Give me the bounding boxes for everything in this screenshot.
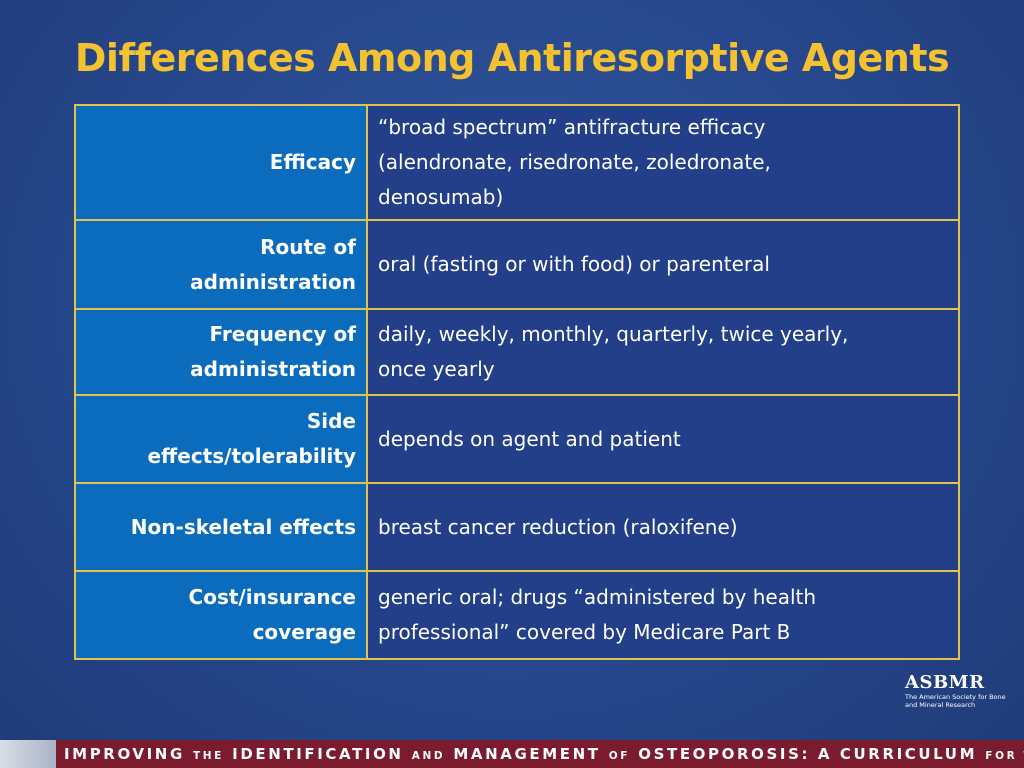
table-row: Route of administration oral (fasting or w… [74, 219, 960, 310]
footer-word: FOR THE [985, 750, 1024, 762]
footer-word: OF [608, 750, 631, 762]
comparison-table: Efficacy “broad spectrum” antifracture ef… [74, 104, 960, 660]
row-label: Non-skeletal effects [74, 482, 368, 572]
table-row: Non-skeletal effects breast cancer reduct… [74, 482, 960, 572]
logo-name: ASBMR [905, 672, 985, 693]
label-line: Route of [260, 234, 356, 259]
row-label: Route of administration [74, 219, 368, 310]
table-row: Side effects/tolerability depends on agent… [74, 394, 960, 484]
description-line: daily, weekly, monthly, quarterly, twice… [378, 322, 849, 346]
label-line: Side [306, 409, 356, 433]
footer-image [0, 740, 56, 768]
label-line: coverage [252, 620, 356, 644]
logo-subtitle: The American Society for Bone and Minera… [905, 693, 1006, 709]
table-row: Cost/insurance coverage generic oral; drug… [74, 570, 960, 660]
row-label: Side effects/tolerability [74, 394, 368, 484]
row-label: Cost/insurance coverage [74, 570, 368, 660]
description-line: “broad spectrum” antifracture efficacy [378, 115, 766, 139]
description-line: breast cancer reduction (raloxifene) [378, 514, 738, 539]
row-label: Efficacy [74, 104, 368, 221]
row-description: “broad spectrum” antifracture efficacy (a… [366, 104, 960, 221]
footer-word: IDENTIFICATION [232, 745, 404, 763]
footer-word: THE [193, 750, 224, 762]
description-line: professional” covered by Medicare Part B [378, 620, 791, 644]
row-description: oral (fasting or with food) or parentera… [366, 219, 960, 310]
footer-word: MANAGEMENT [453, 745, 601, 763]
footer-word: OSTEOPOROSIS: A CURRICULUM [638, 745, 978, 763]
description-line: denosumab) [378, 185, 504, 209]
row-description: depends on agent and patient [366, 394, 960, 484]
label-line: Efficacy [269, 150, 356, 174]
table-body: Efficacy “broad spectrum” antifracture ef… [74, 104, 960, 660]
description-line: (alendronate, risedronate, zoledronate, [378, 150, 771, 174]
table-row: Frequency of administration daily, weekly,… [74, 308, 960, 396]
label-line: Non-skeletal effects [130, 514, 356, 539]
row-description: breast cancer reduction (raloxifene) [366, 482, 960, 572]
description-line: once yearly [378, 357, 495, 381]
table-row: Efficacy “broad spectrum” antifracture ef… [74, 104, 960, 221]
footer-word: AND [411, 750, 446, 762]
footer-word: IMPROVING [64, 745, 185, 763]
label-line: administration [190, 269, 356, 294]
label-line: Frequency of [209, 322, 356, 346]
label-line: effects/tolerability [147, 444, 356, 468]
description-line: generic oral; drugs “administered by hea… [378, 585, 817, 609]
footer-text: IMPROVING THE IDENTIFICATION AND MANAGEM… [64, 740, 1024, 768]
label-line: Cost/insurance [188, 585, 356, 609]
footer-banner: IMPROVING THE IDENTIFICATION AND MANAGEM… [0, 740, 1024, 768]
row-description: generic oral; drugs “administered by hea… [366, 570, 960, 660]
description-line: oral (fasting or with food) or parentera… [378, 252, 770, 276]
label-line: administration [190, 357, 356, 381]
logo: ASBMR The American Society for Bone and … [905, 672, 1015, 709]
description-line: depends on agent and patient [378, 426, 681, 451]
row-label: Frequency of administration [74, 308, 368, 396]
slide-title: Differences Among Antiresorptive Agents [74, 36, 950, 80]
row-description: daily, weekly, monthly, quarterly, twice… [366, 308, 960, 396]
